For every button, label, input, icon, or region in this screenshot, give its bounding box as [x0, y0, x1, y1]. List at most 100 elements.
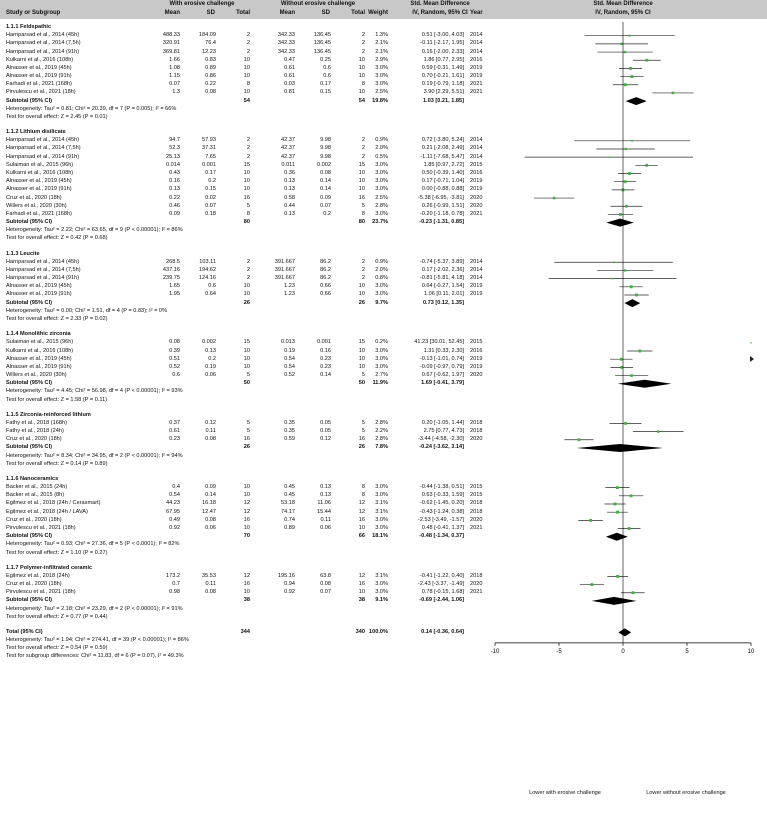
study-year: 2019 — [470, 186, 483, 193]
point-estimate — [619, 357, 623, 361]
point-estimate — [624, 83, 627, 87]
subtotal-ci: -0.69 [-2.44, 1.06] — [419, 597, 464, 604]
study-ci: 0.19 [-0.79, 1.18] — [421, 81, 464, 88]
study-sd2: 0.23 — [320, 363, 331, 370]
study-m1: 44.23 — [166, 500, 180, 507]
study-year: 2016 — [470, 347, 483, 354]
study-sd1: 0.15 — [205, 186, 216, 193]
study-year: 2020 — [470, 194, 483, 201]
study-ci: 0.16 [-2.00, 2.33] — [421, 48, 464, 55]
study-sd2: 0.07 — [320, 202, 331, 209]
study-m2: 391.667 — [274, 258, 295, 265]
study-ci: 3.90 [2.29, 5.51] — [423, 89, 464, 96]
study-n1: 16 — [243, 436, 250, 443]
point-estimate — [629, 66, 632, 70]
study-ci: 0.26 [-0.99, 1.51] — [421, 202, 464, 209]
subtotal-label: Subtotal (95% CI) — [6, 299, 52, 306]
study-m2: 0.13 — [284, 186, 295, 193]
study-year: 2015 — [470, 339, 483, 346]
study-ci: -0.43 [-1.24, 0.38] — [419, 508, 464, 515]
study-m1: 1.66 — [169, 56, 180, 63]
study-n2: 10 — [358, 589, 365, 596]
group1-header: With erosive challenge — [169, 1, 235, 7]
point-estimate — [552, 196, 556, 200]
point-estimate — [589, 518, 593, 522]
study-ci: 1.31 [0.33, 2.30] — [423, 347, 464, 354]
point-estimate — [615, 486, 619, 490]
footer-line: Heterogeneity: Tau² = 1.94; Chi² = 274.4… — [6, 637, 189, 644]
subgroup-title: 1.1.3 Leucite — [6, 250, 40, 257]
study-w: 3.1% — [375, 508, 388, 515]
study-m1: 320.91 — [162, 40, 180, 47]
study-year: 2020 — [470, 581, 483, 588]
study-m2: 42.37 — [281, 137, 295, 144]
study-n1: 10 — [243, 484, 250, 491]
study-n2: 2 — [361, 145, 365, 152]
study-m1: 0.52 — [169, 363, 180, 370]
study-w: 3.0% — [375, 492, 388, 499]
study-m1: 1.3 — [172, 89, 180, 96]
study-n1: 12 — [243, 508, 250, 515]
study-m1: 0.37 — [169, 419, 180, 426]
point-estimate — [635, 293, 638, 297]
smd-header: Std. Mean Difference — [410, 1, 470, 7]
study-ci: 0.50 [-0.39, 1.40] — [421, 170, 464, 176]
study-n2: 2 — [361, 40, 365, 47]
study-n2: 12 — [358, 500, 365, 507]
point-estimate — [611, 277, 614, 280]
study-year: 2015 — [470, 492, 483, 499]
study-name: Fathy et al., 2018 (168h) — [6, 419, 67, 426]
study-m1: 0.08 — [169, 339, 180, 346]
total-w: 100.0% — [369, 628, 388, 635]
study-n1: 2 — [246, 48, 250, 55]
study-sd1: 124.16 — [198, 275, 216, 282]
study-n1: 10 — [243, 170, 250, 176]
x-tick-label: -10 — [491, 649, 500, 655]
study-name: Willers et al., 2020 (30h) — [6, 202, 67, 209]
study-n2: 15 — [358, 339, 365, 346]
point-estimate — [612, 261, 615, 264]
study-n2: 10 — [358, 363, 365, 370]
study-sd2: 9.98 — [320, 153, 331, 160]
study-name: Harnparsad et al., 2014 (45h) — [6, 137, 80, 144]
study-name: Harnparsad et al., 2014 (45h) — [6, 32, 80, 39]
study-name: Alnasser et al., 2019 (45h) — [6, 355, 72, 362]
study-n1: 2 — [246, 258, 250, 265]
subtotal-ci: -0.48 [-1.34, 0.37] — [419, 533, 464, 540]
study-m2: 0.61 — [284, 73, 295, 80]
study-n1: 5 — [246, 202, 250, 209]
study-ci: -0.09 [-0.97, 0.79] — [419, 363, 464, 370]
study-n2: 16 — [358, 194, 365, 201]
study-sd2: 0.12 — [320, 436, 331, 443]
x-tick-label: 0 — [621, 649, 625, 655]
study-sd2: 0.25 — [320, 56, 331, 63]
study-n2: 15 — [358, 161, 365, 168]
study-sd1: 0.06 — [205, 525, 216, 532]
study-w: 1.3% — [375, 32, 388, 39]
subtotal-ci: 1.03 [0.21, 1.85] — [422, 97, 464, 104]
point-estimate — [638, 349, 642, 353]
study-sd1: 0.08 — [205, 589, 216, 596]
study-year: 2019 — [470, 291, 483, 298]
col-sd-1: SD — [206, 10, 215, 16]
study-sd2: 0.06 — [320, 525, 331, 532]
study-m2: 0.35 — [284, 419, 295, 426]
point-estimate — [624, 204, 628, 208]
study-n2: 5 — [361, 419, 365, 426]
study-sd2: 0.2 — [323, 210, 331, 217]
subtotal-diamond — [605, 532, 628, 541]
study-n1: 5 — [246, 419, 250, 426]
study-name: Pirvulescu et al., 2021 (18h) — [6, 525, 76, 532]
study-m1: 0.43 — [169, 170, 180, 176]
study-ci: 0.78 [-0.15, 1.68] — [421, 589, 464, 596]
overall-effect: Test for overall effect: Z = 0.42 (P = 0… — [6, 235, 108, 242]
study-w: 3.0% — [375, 210, 388, 217]
study-sd2: 136.45 — [313, 48, 331, 55]
study-w: 3.1% — [375, 572, 388, 579]
study-n1: 10 — [243, 363, 250, 370]
study-name: Egilmez et al., 2018 (24h) — [6, 572, 70, 579]
overall-effect: Test for overall effect: Z = 1.10 (P = 0… — [6, 549, 108, 556]
study-n2: 10 — [358, 355, 365, 362]
study-name: Harnparsad et al., 2014 (45h) — [6, 258, 80, 265]
study-m2: 195.16 — [277, 572, 295, 579]
